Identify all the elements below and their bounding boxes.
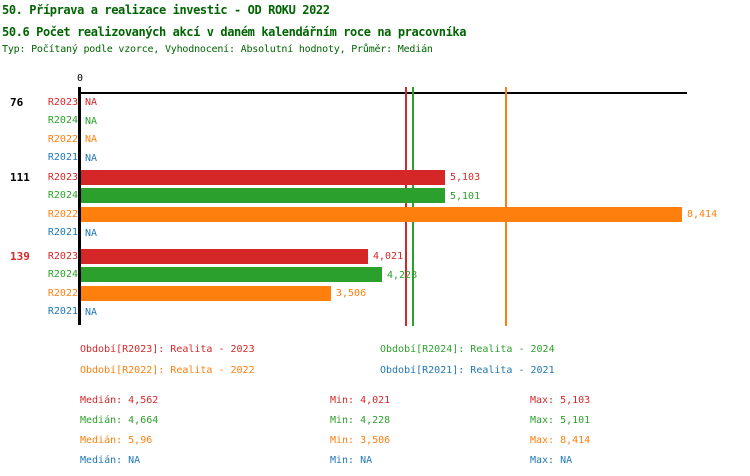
stat-median: Medián: 5,96 [80,435,153,446]
stat-median: Medián: 4,562 [80,395,159,406]
bar-r2024 [81,188,445,203]
stat-max: Max: 8,414 [530,435,591,446]
group-label: 139 [10,249,30,263]
legend-item: Období[R2023]: Realita - 2023 [80,344,255,355]
bar-r2023 [81,169,445,185]
chart-title-line1: 50. Příprava a realizace investic - OD R… [2,3,330,17]
row-label-r2022: R2022 [47,133,78,145]
row-label-r2021: R2021 [47,306,78,317]
x-axis-line [80,92,687,94]
stat-max: Max: NA [530,455,573,466]
x-axis-zero-tick-label: 0 [76,73,84,84]
legend-item: Období[R2022]: Realita - 2022 [80,365,255,376]
na-label: NA [85,306,98,318]
legend-item: Období[R2024]: Realita - 2024 [380,344,555,355]
row-label-r2022: R2022 [47,208,78,220]
chart-title-line2: 50.6 Počet realizovaných akcí v daném ka… [2,25,467,39]
bar-value-label: 5,101 [450,190,481,202]
row-label-r2024: R2024 [47,269,78,280]
row-label-r2023: R2023 [47,96,78,108]
row-label-r2024: R2024 [47,115,78,126]
stat-min: Min: 4,228 [330,415,391,426]
group-label: 111 [10,170,30,184]
bar-r2023 [81,248,368,264]
bar-value-label: 4,228 [387,269,418,281]
stat-median: Medián: 4,664 [80,415,159,426]
chart-subtitle: Typ: Počítaný podle vzorce, Vyhodnocení:… [2,44,433,55]
bar-value-label: 5,103 [450,172,481,183]
row-label-r2023: R2023 [47,171,78,183]
bar-value-label: 8,414 [687,209,718,220]
na-label: NA [85,227,98,239]
bar-value-label: 3,506 [336,288,367,299]
row-label-r2023: R2023 [47,250,78,262]
bar-r2022 [81,206,682,222]
bar-r2022 [81,285,331,301]
na-label: NA [85,97,98,108]
row-label-r2021: R2021 [47,152,78,163]
legend-item: Období[R2021]: Realita - 2021 [380,365,555,376]
na-label: NA [85,134,98,145]
bar-r2024 [81,267,382,282]
stat-median: Medián: NA [80,455,141,466]
stat-min: Min: 3,506 [330,435,391,446]
row-label-r2024: R2024 [47,190,78,201]
stat-min: Min: NA [330,455,373,466]
group-label: 76 [10,95,24,109]
na-label: NA [85,152,98,164]
stat-max: Max: 5,101 [530,415,591,426]
y-axis-line [78,87,81,325]
stat-min: Min: 4,021 [330,395,391,406]
row-label-r2022: R2022 [47,287,78,299]
na-label: NA [85,115,98,127]
row-label-r2021: R2021 [47,227,78,238]
stat-max: Max: 5,103 [530,395,591,406]
bar-value-label: 4,021 [373,251,404,262]
